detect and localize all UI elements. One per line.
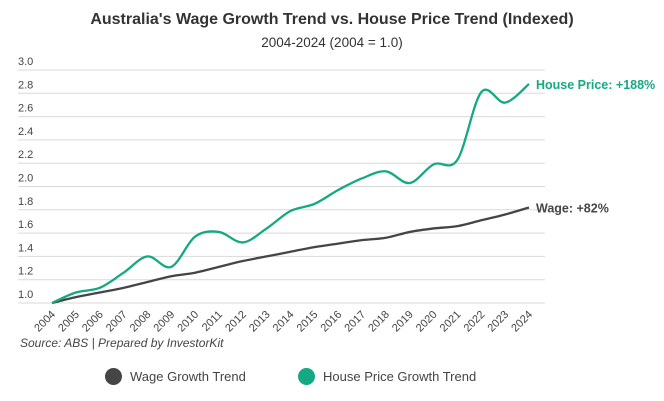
x-tick-label: 2015	[295, 309, 321, 335]
legend-label-wage: Wage Growth Trend	[130, 369, 246, 384]
x-tick-label: 2019	[390, 309, 416, 335]
x-tick-label: 2020	[414, 309, 440, 335]
y-tick-label: 2.0	[18, 173, 33, 185]
y-tick-label: 2.4	[18, 126, 33, 138]
x-tick-label: 2021	[438, 309, 464, 335]
chart-title: Australia's Wage Growth Trend vs. House …	[90, 11, 574, 28]
x-tick-label: 2008	[128, 309, 154, 335]
legend-item-house-price[interactable]: House Price Growth Trend	[298, 368, 476, 385]
y-tick-label: 2.6	[18, 103, 33, 115]
wage-end-label: Wage: +82%	[536, 201, 609, 215]
x-tick-label: 2007	[104, 309, 130, 335]
source-note: Source: ABS | Prepared by InvestorKit	[20, 336, 224, 350]
y-tick-label: 1.4	[18, 242, 33, 254]
x-tick-label: 2010	[175, 309, 201, 335]
y-tick-label: 2.8	[18, 79, 33, 91]
x-tick-label: 2016	[319, 309, 345, 335]
x-tick-label: 2024	[509, 309, 535, 335]
x-tick-label: 2011	[200, 309, 225, 334]
x-tick-label: 2013	[247, 309, 273, 335]
legend-item-wage[interactable]: Wage Growth Trend	[105, 368, 246, 385]
x-tick-label: 2004	[32, 309, 58, 335]
y-tick-label: 1.0	[18, 289, 33, 301]
x-tick-label: 2017	[342, 309, 368, 335]
house-price-line	[51, 83, 530, 305]
x-tick-label: 2005	[56, 309, 82, 335]
x-tick-label: 2018	[366, 309, 392, 335]
x-tick-label: 2014	[271, 309, 297, 335]
legend-label-house-price: House Price Growth Trend	[323, 369, 477, 384]
legend-marker-wage	[105, 368, 122, 385]
x-tick-label: 2012	[223, 309, 249, 335]
y-tick-label: 1.6	[18, 219, 33, 231]
y-tick-label: 3.0	[18, 56, 33, 68]
y-tick-label: 1.2	[18, 266, 33, 278]
x-tick-label: 2009	[152, 309, 178, 335]
x-tick-label: 2022	[462, 309, 488, 335]
y-tick-label: 1.8	[18, 196, 33, 208]
y-tick-label: 2.2	[18, 149, 33, 161]
legend-marker-house-price	[298, 368, 315, 385]
chart-subtitle: 2004-2024 (2004 = 1.0)	[261, 35, 403, 50]
wage-line	[51, 206, 530, 305]
x-tick-label: 2023	[485, 309, 511, 335]
x-tick-label: 2006	[80, 309, 106, 335]
house-price-end-label: House Price: +188%	[536, 78, 655, 92]
